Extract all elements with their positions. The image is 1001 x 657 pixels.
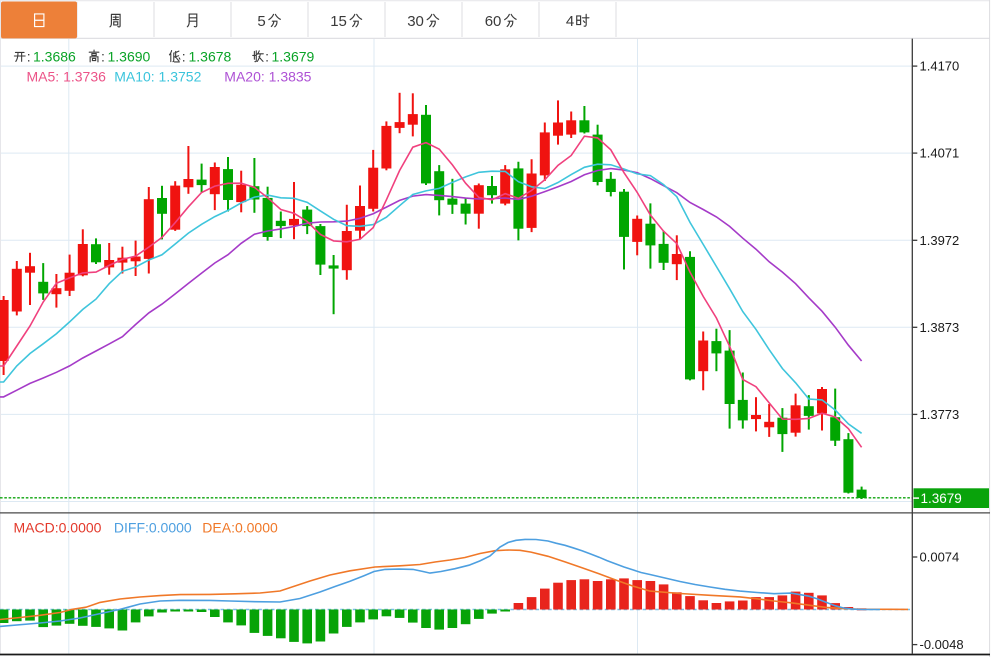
svg-text:4: 4 [566, 13, 574, 30]
svg-text:MA5: 1.3736: MA5: 1.3736 [27, 69, 107, 85]
svg-text:MA20: 1.3835: MA20: 1.3835 [224, 69, 311, 85]
svg-text:1.3679: 1.3679 [272, 49, 315, 65]
svg-text:DIFF:0.0000: DIFF:0.0000 [114, 520, 192, 536]
svg-text:1.3686: 1.3686 [33, 49, 76, 65]
svg-text:DEA:0.0000: DEA:0.0000 [202, 520, 278, 536]
svg-text:1.3679: 1.3679 [921, 491, 962, 506]
svg-text::: : [182, 49, 186, 65]
svg-text:MA10: 1.3752: MA10: 1.3752 [114, 69, 201, 85]
svg-text:1.3773: 1.3773 [920, 407, 960, 422]
svg-text:0.0074: 0.0074 [920, 550, 960, 565]
svg-text:1.4170: 1.4170 [920, 59, 960, 74]
svg-text:-0.0048: -0.0048 [920, 637, 964, 652]
svg-text:15: 15 [330, 13, 347, 30]
svg-text:1.4071: 1.4071 [920, 146, 960, 161]
svg-text:30: 30 [407, 13, 424, 30]
svg-text:5: 5 [257, 13, 265, 30]
svg-text:1.3972: 1.3972 [920, 233, 960, 248]
svg-text:1.3678: 1.3678 [189, 49, 232, 65]
svg-text:1.3690: 1.3690 [108, 49, 151, 65]
svg-text::: : [265, 49, 269, 65]
svg-text:60: 60 [485, 13, 502, 30]
svg-text::: : [101, 49, 105, 65]
svg-text:1.3873: 1.3873 [920, 320, 960, 335]
svg-text::: : [27, 49, 31, 65]
svg-text:MACD:0.0000: MACD:0.0000 [14, 520, 102, 536]
